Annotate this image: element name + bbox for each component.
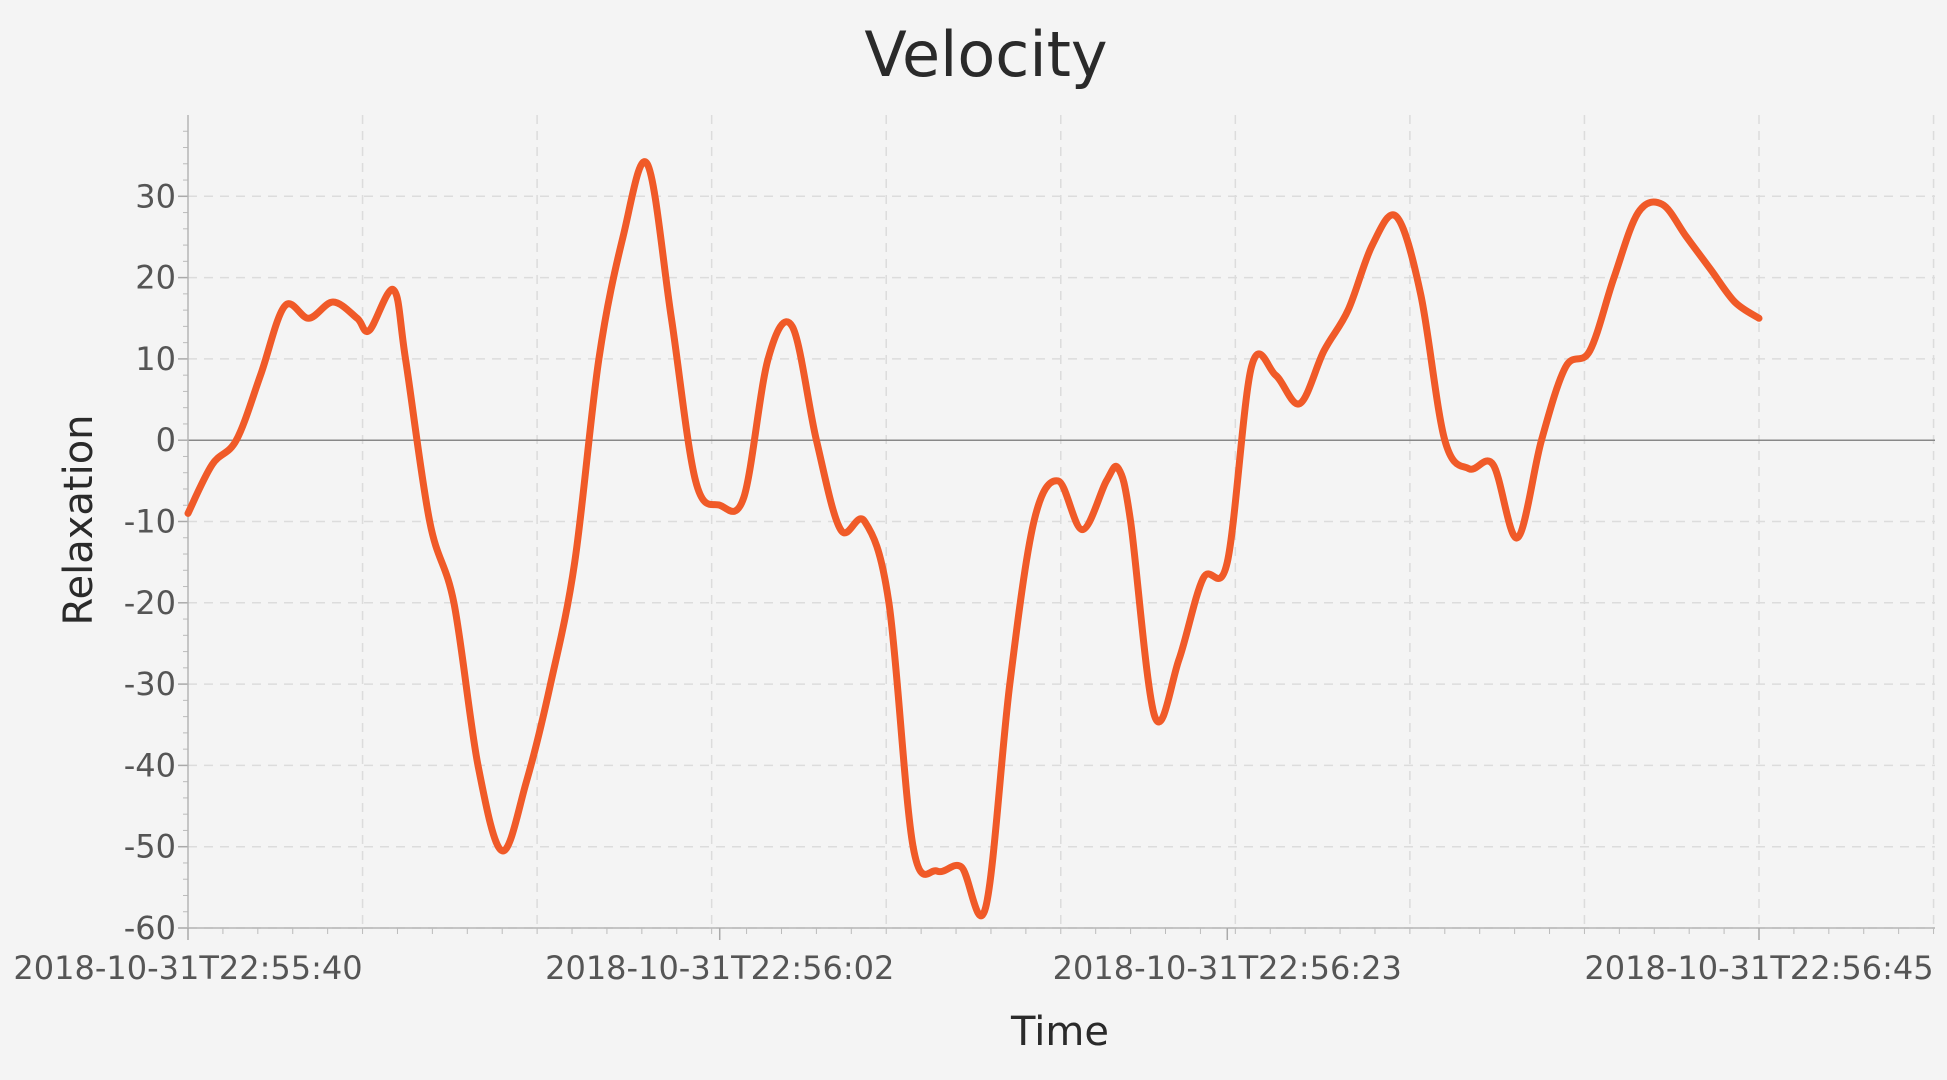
y-tick-label: -40	[124, 746, 176, 784]
y-axis: 30 20 10 0 -10 -20 -30 -40 -50 -60	[124, 115, 189, 947]
series-line	[184, 158, 1763, 920]
y-axis-title: Relaxation	[56, 414, 102, 625]
y-tick-label: -50	[124, 828, 176, 866]
x-tick-label: 2018-10-31T22:56:02	[545, 949, 894, 987]
y-tick-label: -30	[124, 665, 176, 703]
y-tick-label: 20	[135, 259, 176, 297]
x-axis: 2018-10-31T22:55:40 2018-10-31T22:56:02 20…	[13, 927, 1935, 987]
x-axis-title: Time	[1010, 1009, 1109, 1055]
x-tick-label: 2018-10-31T22:56:45	[1584, 949, 1933, 987]
y-tick-label: -20	[124, 584, 176, 622]
chart-title: Velocity	[864, 18, 1107, 91]
y-tick-label: -60	[124, 909, 176, 947]
x-tick-label: 2018-10-31T22:55:40	[13, 949, 362, 987]
y-tick-label: -10	[124, 503, 176, 541]
y-tick-label: 30	[135, 177, 176, 215]
y-tick-label: 0	[156, 421, 176, 459]
series-group	[184, 158, 1763, 920]
x-tick-label: 2018-10-31T22:56:23	[1053, 949, 1402, 987]
y-tick-label: 10	[135, 340, 176, 378]
grid	[188, 115, 1935, 929]
